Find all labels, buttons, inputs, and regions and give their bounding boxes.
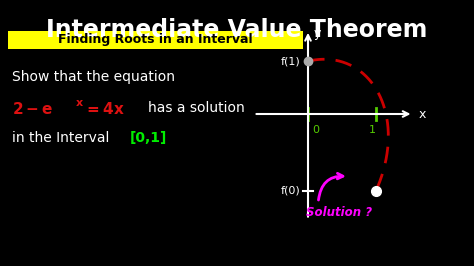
Bar: [8, 31, 303, 49]
Text: f(0): f(0): [280, 186, 300, 196]
Text: has a solution: has a solution: [148, 101, 245, 115]
Text: y: y: [313, 27, 321, 40]
Text: 1: 1: [369, 124, 376, 135]
Text: 0: 0: [312, 124, 319, 135]
Text: in the Interval: in the Interval: [12, 131, 114, 145]
Text: $\mathbf{x}$: $\mathbf{x}$: [75, 98, 84, 108]
Text: Intermediate Value Theorem: Intermediate Value Theorem: [46, 18, 428, 42]
Text: $\mathbf{= 4x}$: $\mathbf{= 4x}$: [84, 101, 125, 117]
Text: [0,1]: [0,1]: [130, 131, 167, 145]
Text: Show that the equation: Show that the equation: [12, 70, 175, 84]
Text: Solution ?: Solution ?: [306, 206, 372, 219]
Text: x: x: [418, 107, 426, 120]
Text: Finding Roots in an Interval: Finding Roots in an Interval: [58, 34, 253, 47]
Text: $\mathbf{2 - e}$: $\mathbf{2 - e}$: [12, 101, 53, 117]
Text: f(1): f(1): [280, 56, 300, 66]
